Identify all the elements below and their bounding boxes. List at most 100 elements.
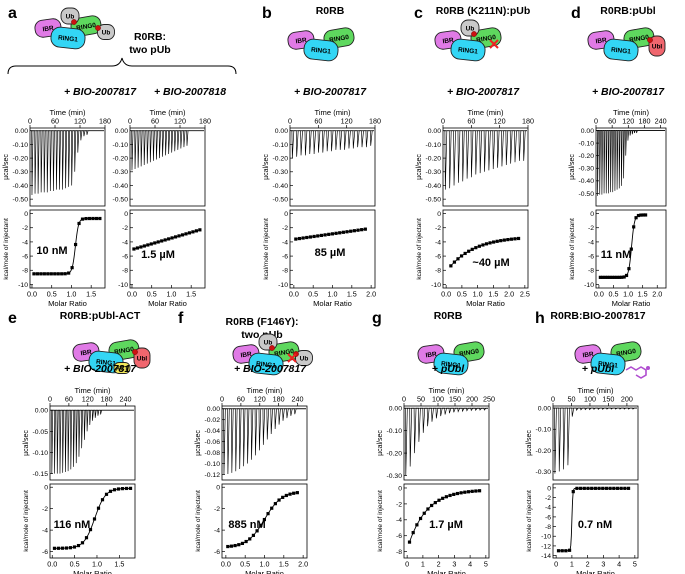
thermogram-trace (130, 130, 204, 171)
isotherm-point (466, 490, 471, 494)
panel-letter: h (535, 310, 545, 327)
power-tick-label: -0.30 (273, 169, 289, 176)
panel-title: R0RB (434, 310, 463, 322)
isotherm-point (237, 543, 241, 547)
ring1-domain-shape (248, 352, 284, 376)
isotherm-point (604, 486, 609, 490)
time-axis-label: Time (min) (315, 108, 351, 117)
isotherm-point (96, 506, 101, 510)
isotherm-point (455, 491, 460, 496)
ring1-domain-label: RING1 (311, 47, 332, 56)
ub-domain-label: Ub (264, 340, 273, 347)
titrant-label: + BIO-2007817 (592, 86, 665, 98)
time-tick-label: 250 (483, 395, 495, 404)
ratio-tick-label: 0.0 (127, 290, 137, 299)
enthalpy-tick-label: -8 (435, 268, 441, 275)
time-tick-label: 120 (254, 395, 266, 404)
isotherm-point (56, 272, 60, 276)
panel-d: d R0RB:pUbl IBR RING0 RING1 Ubl + BIO-2007817 0… (569, 5, 667, 308)
isotherm-point (575, 486, 579, 490)
time-tick-label: 240 (120, 395, 132, 404)
power-tick-label: -0.30 (113, 169, 129, 176)
time-tick-label: 180 (199, 117, 211, 126)
ring0-domain-label: RING0 (616, 348, 637, 358)
ratio-tick-label: 0.5 (457, 290, 467, 299)
ibr-domain-label: IBR (80, 349, 92, 358)
isotherm-point (516, 236, 521, 241)
time-tick-label: 60 (608, 117, 616, 126)
isotherm-point (407, 540, 412, 544)
enthalpy-tick-label: 0 (216, 485, 220, 492)
time-tick-label: 100 (432, 395, 444, 404)
power-tick-label: -0.20 (426, 156, 442, 163)
ratio-axis-label: Molar Ratio (48, 299, 87, 308)
ratio-tick-label: 0.5 (308, 290, 318, 299)
isotherm-point (619, 486, 623, 490)
thermogram-frame (29, 127, 106, 207)
thermogram-trace (50, 409, 134, 474)
isotherm-point (556, 549, 561, 553)
isotherm-point (173, 235, 178, 239)
power-tick-label: -0.10 (426, 142, 442, 149)
thermogram-trace (404, 407, 488, 476)
panel-title-line2: two pUb (129, 44, 170, 56)
ring1-domain: RING1 (450, 38, 486, 62)
time-tick-label: 120 (174, 117, 186, 126)
enthalpy-tick-label: -4 (396, 517, 402, 524)
isotherm-point (305, 235, 309, 240)
time-axis-label: Time (min) (578, 386, 614, 395)
enthalpy-tick-label: -8 (396, 549, 402, 556)
isotherm-point (60, 272, 64, 276)
ratio-tick-label: 1.5 (488, 290, 498, 299)
enthalpy-tick-label: -6 (214, 549, 220, 556)
phospho-site-icon (471, 31, 477, 37)
isotherm-point (64, 546, 69, 550)
isotherm-point (513, 237, 517, 241)
isotherm-point (448, 493, 452, 498)
ring0-domain-label: RING0 (114, 346, 135, 356)
time-axis-label: Time (min) (150, 108, 186, 117)
time-tick-label: 0 (48, 395, 52, 404)
titrant-label: + BIO-2007817 (64, 86, 137, 98)
time-tick-label: 100 (584, 395, 596, 404)
isotherm-point (560, 549, 564, 553)
ring0-domain-label: RING0 (629, 34, 650, 44)
ring1-domain-shape (450, 38, 486, 62)
ratio-tick-label: 1.0 (328, 290, 338, 299)
time-tick-label: 60 (51, 117, 59, 126)
thermogram-frame (552, 405, 639, 481)
thermogram-frame (129, 127, 206, 207)
isotherm-point (459, 491, 463, 495)
time-axis-label: Time (min) (429, 386, 465, 395)
enthalpy-tick-label: -2 (588, 225, 594, 232)
ratio-tick-label: 1 (570, 560, 574, 569)
phospho-site-icon (71, 19, 77, 25)
panel-title: R0RB (K211N):pUb (436, 5, 531, 17)
enthalpy-tick-label: -10 (18, 282, 28, 289)
ubl-domain-shape (648, 35, 666, 57)
isotherm-point (270, 506, 274, 510)
enthalpy-tick-label: -6 (545, 514, 551, 521)
power-tick-label: -0.10 (33, 450, 49, 457)
isotherm-point (444, 495, 448, 499)
isotherm-point (620, 275, 624, 279)
enthalpy-tick-label: -4 (42, 528, 48, 535)
time-axis-label: Time (min) (75, 386, 111, 395)
ratio-tick-label: 4 (617, 560, 621, 569)
ub-domain-2-label: Ub (300, 356, 309, 363)
isotherm-point (629, 247, 633, 251)
compound-molecule-icon (625, 366, 650, 379)
time-tick-label: 240 (655, 117, 667, 126)
enthalpy-tick-label: -8 (22, 268, 28, 275)
power-tick-label: 0.00 (428, 128, 441, 135)
thermogram-trace (553, 407, 637, 474)
isotherm-point (509, 237, 514, 241)
titrant-label: + BIO-2007817 (294, 86, 367, 98)
time-axis-label: Time (min) (247, 386, 283, 395)
isotherm-point (88, 527, 93, 532)
enthalpy-axis-label: kcal/mole of injectant (3, 218, 10, 280)
isotherm-point (345, 230, 349, 234)
isotherm-point (42, 272, 46, 276)
isotherm-point (70, 266, 74, 270)
